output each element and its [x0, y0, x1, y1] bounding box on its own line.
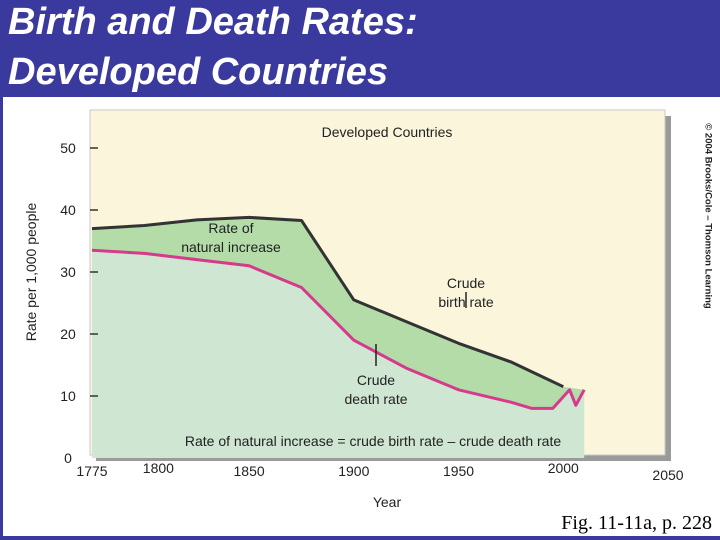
slide-title-line-1: Birth and Death Rates:: [8, 1, 418, 43]
y-tick-label-0: 0: [64, 450, 72, 466]
y-tick-label-50: 50: [60, 140, 76, 156]
title-band: Birth and Death Rates: Developed Countri…: [0, 0, 720, 97]
x-tick-label-1775: 1775: [76, 463, 107, 479]
formula-annotation: Rate of natural increase = crude birth r…: [185, 433, 561, 449]
x-tick-label-1900: 1900: [338, 463, 369, 479]
bottom-border-rule: [0, 536, 720, 540]
y-tick-label-30: 30: [60, 264, 76, 280]
x-tick-label-1800: 1800: [143, 460, 174, 476]
x-axis-label: Year: [373, 494, 402, 510]
y-axis-label: Rate per 1,000 people: [23, 202, 39, 342]
x-tick-label-1950: 1950: [443, 463, 474, 479]
death-rate-label: Crude death rate: [344, 372, 407, 407]
slide-title-line-2: Developed Countries: [8, 51, 389, 93]
copyright-credit: © 2004 Brooks/Cole – Thomson Learning: [702, 123, 714, 309]
birth-rate-line: [91, 215, 564, 389]
natural-increase-label: Rate of natural increase: [181, 220, 281, 255]
figure-caption: Fig. 11-11a, p. 228: [561, 512, 712, 534]
y-tick-label-40: 40: [60, 202, 76, 218]
chart-title: Developed Countries: [322, 124, 453, 140]
left-border-rule: [0, 97, 3, 540]
x-tick-label-1850: 1850: [234, 463, 265, 479]
y-tick-label-20: 20: [60, 326, 76, 342]
x-tick-label-2050: 2050: [652, 467, 683, 483]
y-tick-label-10: 10: [60, 388, 76, 404]
natural-increase-area: [92, 217, 585, 409]
x-tick-label-2000: 2000: [548, 460, 579, 476]
death-rate-line: [91, 248, 586, 410]
death-rate-area: [92, 250, 585, 458]
